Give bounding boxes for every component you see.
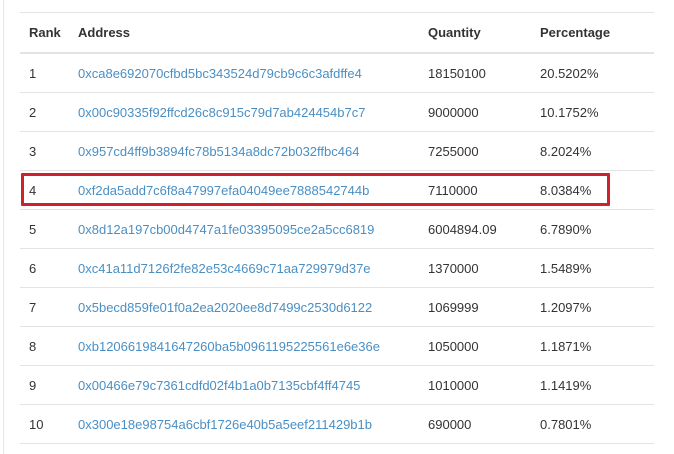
percentage-cell: 8.0384% — [531, 170, 654, 210]
table-row: 7 0x5becd859fe01f0a2ea2020ee8d7499c2530d… — [20, 287, 654, 327]
percentage-cell: 20.5202% — [531, 52, 654, 93]
address-link[interactable]: 0x00466e79c7361cdfd02f4b1a0b7135cbf4ff47… — [78, 377, 361, 393]
header-address: Address — [69, 12, 419, 54]
address-link[interactable]: 0xb1206619841647260ba5b0961195225561e6e3… — [78, 338, 380, 354]
panel-border — [3, 0, 4, 454]
quantity-cell: 6004894.09 — [419, 209, 531, 249]
rank-cell: 5 — [20, 209, 69, 249]
rank-cell: 7 — [20, 287, 69, 327]
quantity-cell: 1050000 — [419, 326, 531, 366]
rank-cell: 4 — [20, 170, 69, 210]
quantity-cell: 1010000 — [419, 365, 531, 405]
percentage-cell: 1.1419% — [531, 365, 654, 405]
address-link[interactable]: 0xc41a11d7126f2fe82e53c4669c71aa729979d3… — [78, 260, 371, 276]
address-cell: 0x00466e79c7361cdfd02f4b1a0b7135cbf4ff47… — [69, 365, 419, 405]
percentage-cell: 0.7801% — [531, 404, 654, 444]
rank-cell: 10 — [20, 404, 69, 444]
table-header-row: Rank Address Quantity Percentage — [20, 12, 654, 54]
address-cell: 0x8d12a197cb00d4747a1fe03395095ce2a5cc68… — [69, 209, 419, 249]
address-link[interactable]: 0x300e18e98754a6cbf1726e40b5a5eef211429b… — [78, 416, 372, 432]
quantity-cell: 7110000 — [419, 170, 531, 210]
quantity-cell: 1069999 — [419, 287, 531, 327]
address-link[interactable]: 0x5becd859fe01f0a2ea2020ee8d7499c2530d61… — [78, 299, 373, 315]
rank-cell: 9 — [20, 365, 69, 405]
header-quantity: Quantity — [419, 12, 531, 54]
table-row: 5 0x8d12a197cb00d4747a1fe03395095ce2a5cc… — [20, 209, 654, 249]
table-row: 10 0x300e18e98754a6cbf1726e40b5a5eef2114… — [20, 404, 654, 444]
token-holders-table: Rank Address Quantity Percentage 1 0xca8… — [20, 12, 654, 444]
address-cell: 0xb1206619841647260ba5b0961195225561e6e3… — [69, 326, 419, 366]
table-row: 6 0xc41a11d7126f2fe82e53c4669c71aa729979… — [20, 248, 654, 288]
address-link[interactable]: 0x00c90335f92ffcd26c8c915c79d7ab424454b7… — [78, 104, 366, 120]
address-link[interactable]: 0x957cd4ff9b3894fc78b5134a8dc72b032ffbc4… — [78, 143, 360, 159]
address-cell: 0x300e18e98754a6cbf1726e40b5a5eef211429b… — [69, 404, 419, 444]
address-cell: 0xc41a11d7126f2fe82e53c4669c71aa729979d3… — [69, 248, 419, 288]
percentage-cell: 1.2097% — [531, 287, 654, 327]
rank-cell: 1 — [20, 52, 69, 93]
rank-cell: 3 — [20, 131, 69, 171]
header-rank: Rank — [20, 12, 69, 54]
address-cell: 0x5becd859fe01f0a2ea2020ee8d7499c2530d61… — [69, 287, 419, 327]
address-cell: 0x00c90335f92ffcd26c8c915c79d7ab424454b7… — [69, 92, 419, 132]
address-cell: 0xf2da5add7c6f8a47997efa04049ee788854274… — [69, 170, 419, 210]
address-link[interactable]: 0xf2da5add7c6f8a47997efa04049ee788854274… — [78, 182, 370, 198]
percentage-cell: 1.1871% — [531, 326, 654, 366]
quantity-cell: 9000000 — [419, 92, 531, 132]
address-link[interactable]: 0xca8e692070cfbd5bc343524d79cb9c6c3afdff… — [78, 65, 362, 81]
table-row: 1 0xca8e692070cfbd5bc343524d79cb9c6c3afd… — [20, 52, 654, 93]
address-cell: 0xca8e692070cfbd5bc343524d79cb9c6c3afdff… — [69, 52, 419, 93]
table-row: 2 0x00c90335f92ffcd26c8c915c79d7ab424454… — [20, 92, 654, 132]
table-row: 8 0xb1206619841647260ba5b0961195225561e6… — [20, 326, 654, 366]
address-link[interactable]: 0x8d12a197cb00d4747a1fe03395095ce2a5cc68… — [78, 221, 375, 237]
percentage-cell: 10.1752% — [531, 92, 654, 132]
address-cell: 0x957cd4ff9b3894fc78b5134a8dc72b032ffbc4… — [69, 131, 419, 171]
table-row: 9 0x00466e79c7361cdfd02f4b1a0b7135cbf4ff… — [20, 365, 654, 405]
table-row: 4 0xf2da5add7c6f8a47997efa04049ee7888542… — [20, 170, 654, 210]
percentage-cell: 6.7890% — [531, 209, 654, 249]
table-row: 3 0x957cd4ff9b3894fc78b5134a8dc72b032ffb… — [20, 131, 654, 171]
rank-cell: 6 — [20, 248, 69, 288]
percentage-cell: 8.2024% — [531, 131, 654, 171]
quantity-cell: 690000 — [419, 404, 531, 444]
rank-cell: 2 — [20, 92, 69, 132]
percentage-cell: 1.5489% — [531, 248, 654, 288]
quantity-cell: 1370000 — [419, 248, 531, 288]
quantity-cell: 18150100 — [419, 52, 531, 93]
header-percentage: Percentage — [531, 12, 654, 54]
highlight-box — [21, 173, 610, 206]
quantity-cell: 7255000 — [419, 131, 531, 171]
rank-cell: 8 — [20, 326, 69, 366]
